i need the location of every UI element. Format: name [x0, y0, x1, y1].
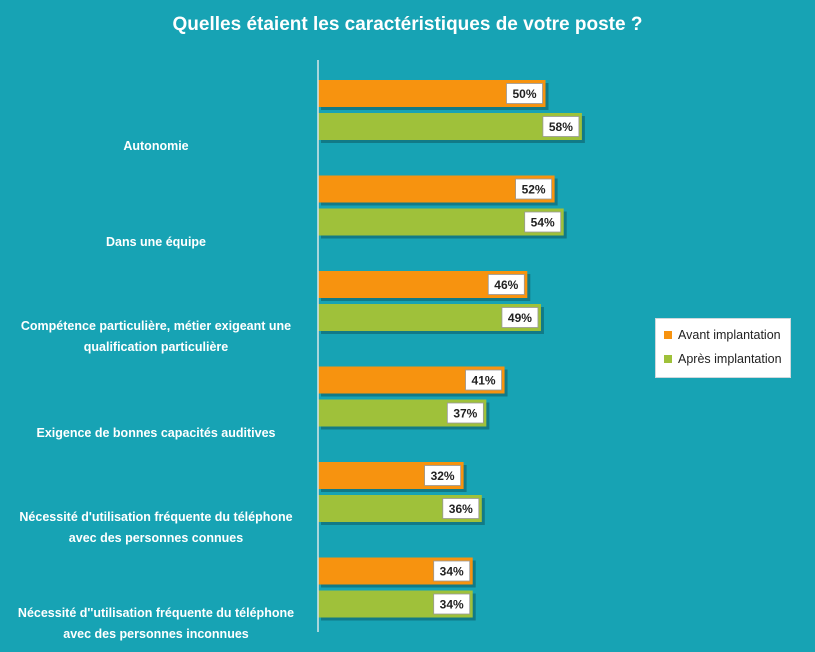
data-label-box-avant: [424, 465, 462, 486]
data-label-box-apres: [446, 402, 484, 424]
legend-label-avant: Avant implantation: [678, 328, 781, 342]
data-label-box-apres: [501, 307, 539, 328]
data-label-box-apres: [524, 211, 562, 233]
chart-title: Quelles étaient les caractéristiques de …: [172, 14, 643, 35]
data-label-apres: 54%: [531, 216, 555, 230]
category-label-line: Exigence de bonnes capacités auditives: [36, 425, 276, 440]
bar-apres: [318, 208, 564, 236]
data-label-avant: 50%: [512, 87, 536, 101]
data-label-box-avant: [487, 274, 525, 295]
legend: Avant implantation Après implantation: [655, 318, 791, 378]
legend-label-apres: Après implantation: [678, 352, 782, 366]
category-label-line: avec des personnes inconnues: [63, 626, 249, 641]
bar-apres: [318, 113, 582, 140]
category-label-line: Dans une équipe: [105, 234, 207, 249]
data-label-box-avant: [506, 83, 543, 104]
data-label-box-avant: [515, 178, 552, 200]
category-label-line: Nécessité d''utilisation fréquente du té…: [17, 605, 295, 620]
bar-avant: [318, 175, 555, 203]
data-label-apres: 58%: [549, 120, 573, 134]
data-label-avant: 52%: [522, 183, 546, 197]
category-label-line: Autonomie: [123, 139, 189, 153]
legend-item-apres: Après implantation: [664, 347, 782, 371]
category-label-line: Nécessité d'utilisation fréquente du tél…: [19, 510, 293, 524]
data-label-apres: 34%: [440, 598, 464, 612]
category-label-line: avec des personnes connues: [68, 531, 244, 545]
data-label-apres: 36%: [449, 502, 473, 516]
legend-item-avant: Avant implantation: [664, 323, 782, 347]
data-label-box-apres: [442, 498, 480, 519]
data-label-avant: 32%: [431, 469, 455, 483]
category-label: Exigence de bonnes capacités auditives: [8, 423, 304, 444]
data-label-box-apres: [433, 593, 471, 615]
data-label-box-avant: [433, 560, 471, 582]
category-label-line: qualification particulière: [83, 340, 229, 354]
category-label-line: Compétence particulière, métier exigeant…: [20, 319, 292, 333]
legend-swatch-apres: [664, 355, 672, 363]
data-label-avant: 46%: [494, 278, 518, 292]
category-label: Nécessité d'utilisation fréquente du tél…: [8, 507, 304, 549]
data-label-apres: 49%: [508, 311, 532, 325]
data-label-avant: 41%: [472, 374, 496, 388]
data-label-box-apres: [542, 116, 580, 137]
data-label-box-avant: [465, 369, 502, 391]
data-label-avant: 34%: [440, 565, 464, 579]
category-label: Compétence particulière, métier exigeant…: [8, 316, 304, 358]
data-label-apres: 37%: [453, 407, 477, 421]
category-label: Dans une équipe: [8, 232, 304, 253]
category-label: Autonomie: [8, 136, 304, 157]
category-label: Nécessité d''utilisation fréquente du té…: [8, 603, 304, 645]
legend-swatch-avant: [664, 331, 672, 339]
